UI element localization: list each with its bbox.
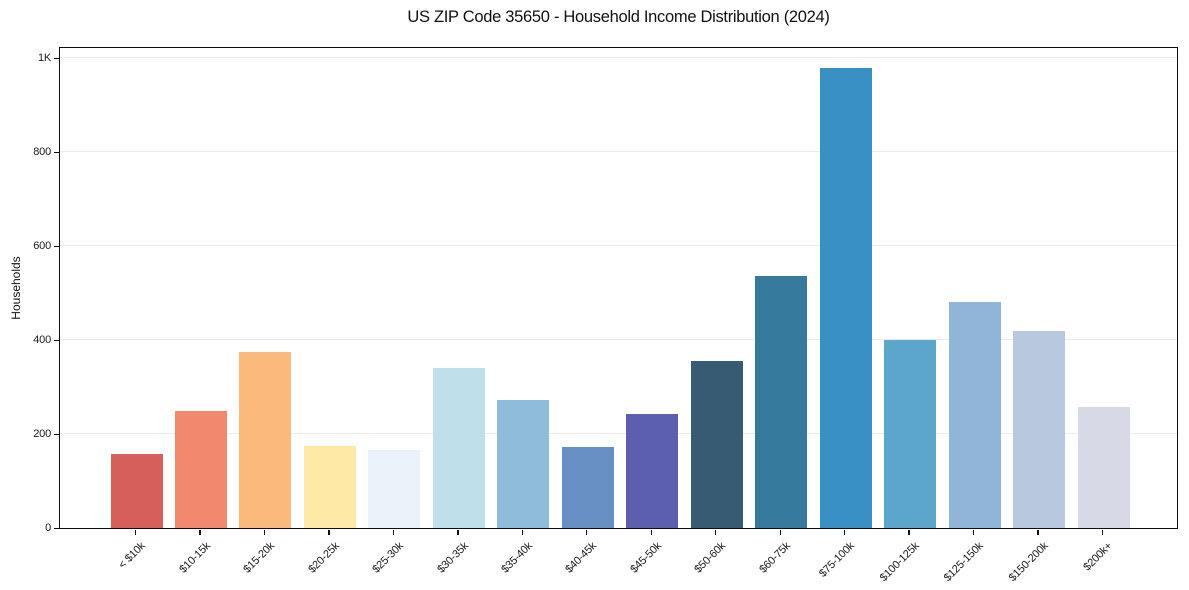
gridline: [60, 432, 1177, 434]
x-tick-label: $45-50k: [628, 540, 664, 576]
bar: [1013, 331, 1066, 528]
x-tick-label: $40-45k: [563, 540, 600, 576]
gridline: [60, 338, 1177, 340]
bar: [755, 276, 808, 528]
x-axis-tick-mark: [1101, 530, 1104, 535]
y-tick-label: 800: [33, 145, 51, 158]
y-tick-label: 0: [45, 522, 51, 534]
bar: [690, 361, 743, 528]
x-tick-label: < $10k: [116, 540, 148, 572]
x-axis-tick-mark: [779, 530, 781, 535]
chart-title: US ZIP Code 35650 - Household Income Dis…: [407, 8, 830, 26]
y-tick-label: 600: [33, 239, 51, 252]
x-axis-tick-mark: [134, 530, 137, 535]
bar: [626, 414, 679, 528]
x-tick-label: $150-200k: [1006, 540, 1051, 584]
bar: [239, 351, 292, 528]
x-tick-label: $75-100k: [817, 540, 858, 580]
bar: [110, 453, 163, 528]
x-tick-label: $35-40k: [499, 540, 535, 576]
x-axis-tick-mark: [715, 530, 717, 535]
bar: [819, 68, 872, 528]
x-axis-tick-mark: [328, 530, 330, 535]
x-axis-tick-mark: [199, 530, 201, 535]
y-tick-label: 200: [33, 427, 51, 440]
y-axis-tick-mark: [54, 245, 59, 248]
gridline: [60, 244, 1177, 246]
bar: [1077, 406, 1130, 528]
x-axis-tick-mark: [586, 530, 588, 535]
bar: [884, 339, 937, 528]
x-axis-tick-mark: [972, 530, 975, 535]
x-tick-label: $100-125k: [877, 540, 922, 584]
y-axis-tick-mark: [54, 528, 59, 530]
bar: [497, 399, 550, 528]
bar: [432, 368, 485, 528]
y-tick-label: 1K: [37, 51, 51, 64]
plot-area: [59, 47, 1178, 529]
x-tick-label: $10-15k: [176, 540, 213, 576]
x-axis-tick-mark: [1037, 530, 1039, 535]
x-axis-tick-mark: [457, 530, 459, 535]
y-axis-tick-mark: [54, 57, 59, 60]
gridline: [60, 56, 1177, 58]
x-tick-label: $200k+: [1081, 540, 1116, 574]
x-axis-tick-mark: [521, 530, 523, 535]
x-tick-label: $50-60k: [692, 540, 729, 576]
x-tick-label: $25-30k: [370, 540, 406, 576]
y-axis-tick-mark: [54, 339, 59, 342]
y-tick-label: 400: [33, 333, 51, 346]
x-tick-label: $15-20k: [241, 540, 277, 576]
x-axis-tick-mark: [650, 530, 652, 535]
bar: [948, 302, 1001, 528]
bar: [368, 450, 421, 528]
bar: [303, 445, 356, 528]
y-axis-label: Households: [9, 256, 23, 320]
x-tick-label: $125-150k: [942, 540, 987, 584]
x-tick-label: $60-75k: [757, 540, 793, 576]
y-axis-tick-mark: [54, 151, 59, 154]
gridline: [60, 150, 1177, 152]
bar: [174, 411, 227, 528]
x-tick-label: $20-25k: [305, 540, 342, 576]
y-axis-tick-mark: [54, 433, 59, 436]
x-axis-tick-mark: [908, 530, 910, 535]
x-axis-tick-mark: [843, 530, 846, 535]
bar: [561, 447, 614, 528]
x-axis-tick-mark: [392, 530, 395, 535]
x-tick-label: $30-35k: [434, 540, 471, 576]
x-axis-tick-mark: [263, 530, 266, 535]
